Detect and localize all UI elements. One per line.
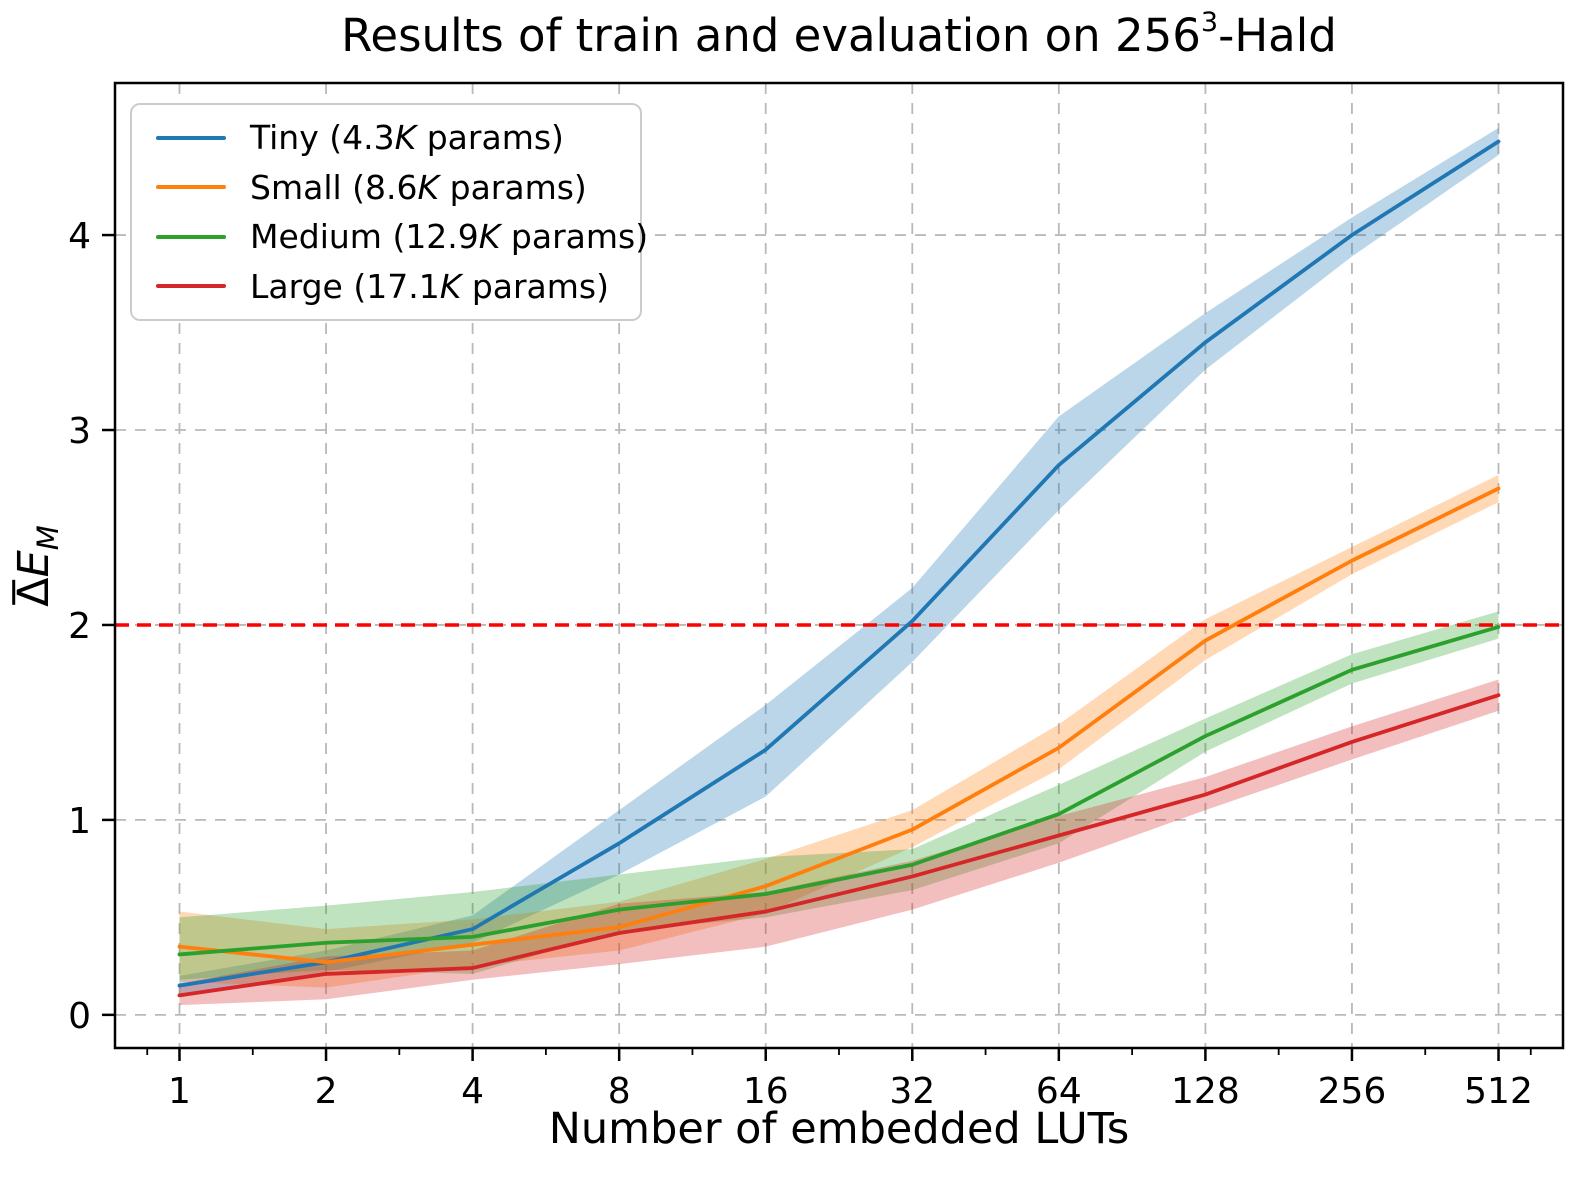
legend-item-large-17-1k-params: Large (17.1K params) xyxy=(132,267,640,306)
gridlines xyxy=(115,83,1563,1048)
tick-labels: 1 2 4 8 16 32 64 128 256 512 0 1 2 3 4 xyxy=(68,216,1533,1112)
legend-label-italic-k: K xyxy=(478,217,501,257)
y-label-subscript: M xyxy=(30,525,65,551)
band-tiny-4-3k-params xyxy=(179,127,1499,996)
x-tick-label: 128 xyxy=(1171,1071,1240,1112)
delta-bar-symbol: Δ xyxy=(9,577,60,607)
y-tick-label: 1 xyxy=(68,801,91,842)
band-medium-12-9k-params xyxy=(179,611,1499,980)
legend-item-tiny-4-3k-params: Tiny (4.3K params) xyxy=(132,118,640,157)
line-large-17-1k-params xyxy=(177,693,1501,998)
legend-label-text: Tiny (4.3 xyxy=(250,118,395,158)
band-small-8-6k-params xyxy=(179,474,1499,988)
y-tick-label: 4 xyxy=(68,216,91,257)
legend-label-italic-k: K xyxy=(439,266,462,306)
legend-label: Medium (12.9K params) xyxy=(250,217,648,256)
y-label-main: E xyxy=(9,550,60,578)
x-axis-label: Number of embedded LUTs xyxy=(548,1104,1130,1154)
x-tick-label: 256 xyxy=(1318,1071,1387,1112)
axis-ticks xyxy=(102,233,1532,1061)
legend-label-italic-k: K xyxy=(417,167,440,207)
legend-label-text: params) xyxy=(461,266,609,306)
legend-label-text: Medium (12.9 xyxy=(250,217,479,257)
confidence-bands xyxy=(179,127,1499,1006)
legend-label-text: params) xyxy=(500,217,649,257)
x-tick-label: 2 xyxy=(315,1071,338,1112)
series-lines xyxy=(177,139,1501,998)
legend-line-sample xyxy=(156,135,226,140)
x-tick-label: 1 xyxy=(168,1071,191,1112)
x-tick-label: 512 xyxy=(1464,1071,1533,1112)
legend-label-text: Small (8.6 xyxy=(250,167,418,207)
x-tick-label: 4 xyxy=(461,1071,484,1112)
legend-label: Large (17.1K params) xyxy=(250,267,609,306)
line-small-8-6k-params xyxy=(177,486,1501,965)
legend-item-medium-12-9k-params: Medium (12.9K params) xyxy=(132,217,648,256)
chart-title: Results of train and evaluation on 2563-… xyxy=(115,6,1563,64)
chart-title-superscript: 3 xyxy=(1200,7,1219,38)
legend-label-text: Large (17.1 xyxy=(250,266,440,306)
x-tick-label: 32 xyxy=(889,1071,935,1112)
legend-label-text: params) xyxy=(439,167,587,207)
legend-label-italic-k: K xyxy=(394,118,417,158)
legend-label-text: params) xyxy=(416,118,564,158)
legend-line-sample xyxy=(156,284,226,289)
x-tick-label: 16 xyxy=(743,1071,789,1112)
chart-title-suffix: -Hald xyxy=(1218,9,1337,62)
y-tick-label: 2 xyxy=(68,606,91,647)
legend-label: Tiny (4.3K params) xyxy=(250,118,564,157)
legend-label: Small (8.6K params) xyxy=(250,168,587,207)
x-tick-label: 8 xyxy=(608,1071,631,1112)
legend-line-sample xyxy=(156,185,226,190)
chart-title-text: Results of train and evaluation on 256 xyxy=(341,9,1201,62)
legend: Tiny (4.3K params) Small (8.6K params) Med… xyxy=(130,103,648,321)
y-tick-label: 3 xyxy=(68,411,91,452)
y-axis-label: ΔEM xyxy=(9,525,65,607)
line-medium-12-9k-params xyxy=(177,625,1501,957)
legend-item-small-8-6k-params: Small (8.6K params) xyxy=(132,168,640,207)
y-tick-label: 0 xyxy=(68,996,91,1037)
legend-line-sample xyxy=(156,234,226,239)
x-tick-label: 64 xyxy=(1036,1071,1082,1112)
band-large-17-1k-params xyxy=(179,679,1499,1006)
line-tiny-4-3k-params xyxy=(177,139,1501,988)
